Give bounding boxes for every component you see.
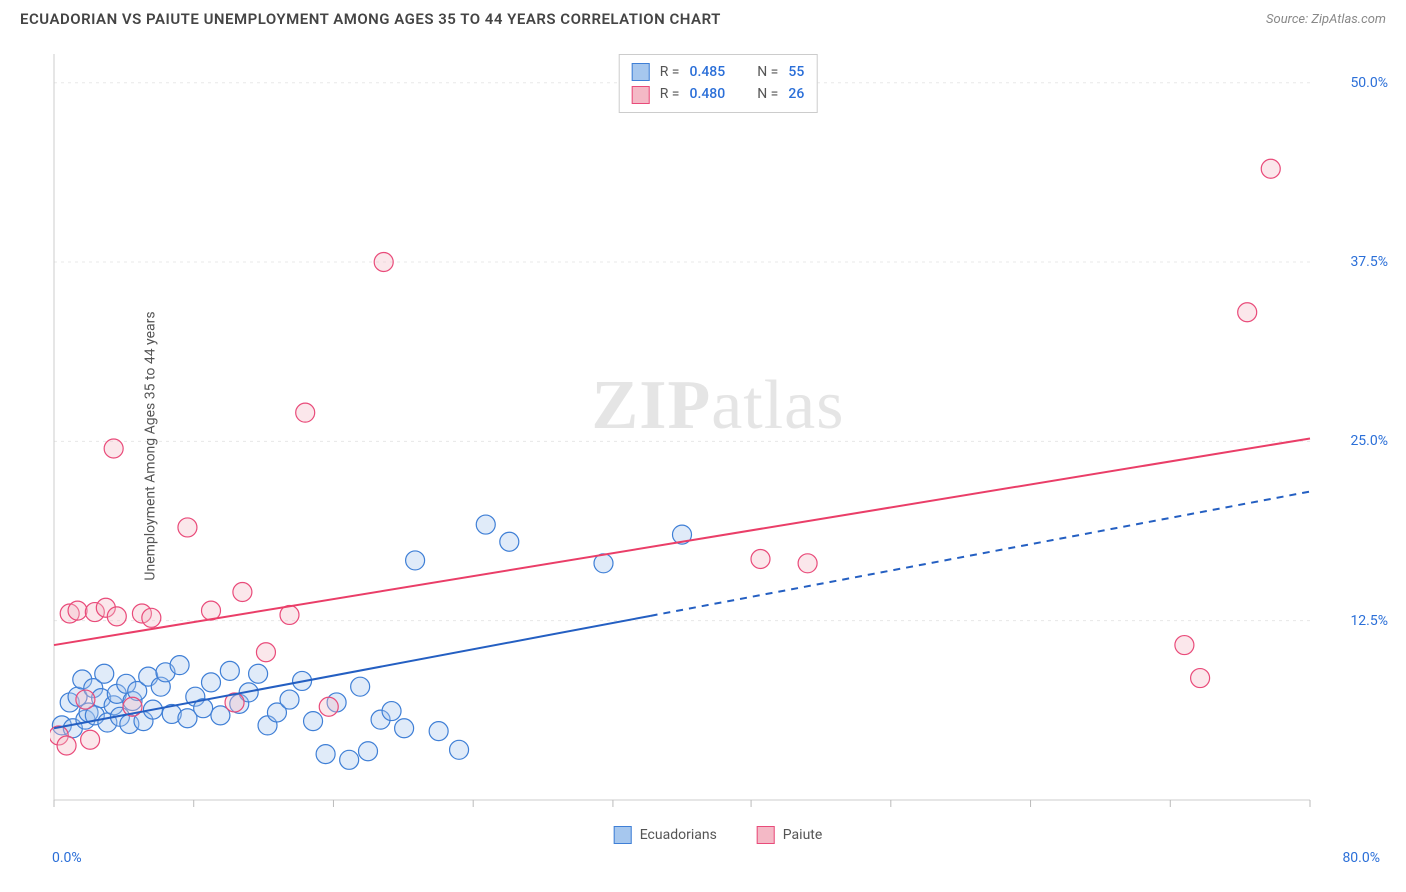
stats-row-ecuadorian: R = 0.485 N = 55 <box>632 61 805 83</box>
y-tick-label: 37.5% <box>1350 254 1388 270</box>
swatch-ecuadorian <box>614 826 632 844</box>
stats-row-paiute: R = 0.480 N = 26 <box>632 83 805 105</box>
chart-title: ECUADORIAN VS PAIUTE UNEMPLOYMENT AMONG … <box>20 10 721 28</box>
y-axis-label: Unemployment Among Ages 35 to 44 years <box>143 311 159 580</box>
n-label: N = <box>757 83 778 105</box>
y-tick-label: 12.5% <box>1350 613 1388 629</box>
r-value-paiute: 0.480 <box>690 83 726 105</box>
r-label: R = <box>660 83 680 105</box>
y-tick-label: 50.0% <box>1350 75 1388 91</box>
legend-item-ecuadorian: Ecuadorians <box>614 826 717 844</box>
legend-label-paiute: Paiute <box>783 827 823 843</box>
n-value-paiute: 26 <box>788 83 804 105</box>
n-value-ecuadorian: 55 <box>788 61 804 83</box>
chart-area: Unemployment Among Ages 35 to 44 years Z… <box>50 50 1386 842</box>
swatch-paiute <box>757 826 775 844</box>
series-legend: Ecuadorians Paiute <box>614 826 823 844</box>
y-tick-label: 25.0% <box>1350 433 1388 449</box>
x-axis-min-label: 0.0% <box>52 850 82 866</box>
swatch-ecuadorian <box>632 63 650 81</box>
legend-label-ecuadorian: Ecuadorians <box>640 827 717 843</box>
source-attribution: Source: ZipAtlas.com <box>1266 12 1386 27</box>
r-value-ecuadorian: 0.485 <box>690 61 726 83</box>
stats-legend: R = 0.485 N = 55 R = 0.480 N = 26 <box>619 54 818 113</box>
legend-item-paiute: Paiute <box>757 826 823 844</box>
swatch-paiute <box>632 86 650 104</box>
n-label: N = <box>757 61 778 83</box>
r-label: R = <box>660 61 680 83</box>
x-axis-max-label: 80.0% <box>1342 850 1380 866</box>
header: ECUADORIAN VS PAIUTE UNEMPLOYMENT AMONG … <box>0 0 1406 36</box>
scatter-chart <box>50 50 1380 830</box>
